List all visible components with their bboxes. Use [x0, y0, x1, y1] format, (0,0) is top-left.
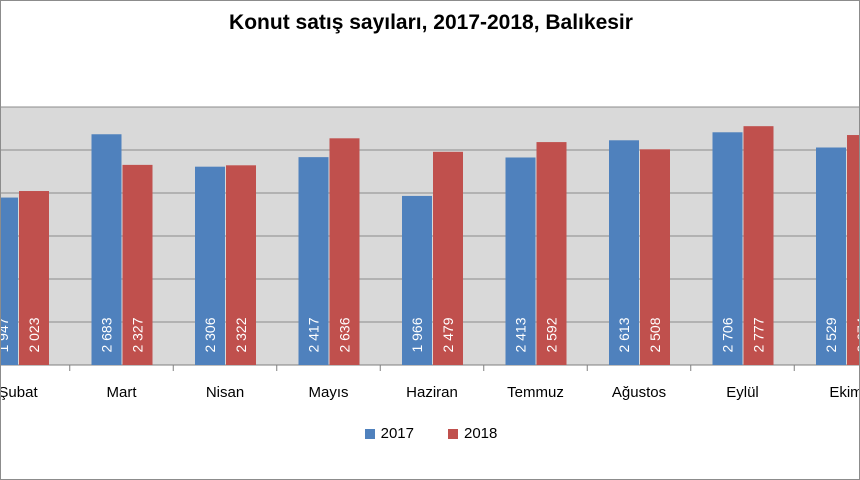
data-label-2018-2: 2 327 — [130, 317, 146, 352]
bar-2018-6 — [536, 142, 567, 365]
data-label-2018-4: 2 636 — [337, 317, 353, 352]
data-label-2017-7: 2 613 — [616, 317, 632, 352]
bar-2018-7 — [640, 149, 670, 365]
bar-2017-5 — [402, 195, 432, 365]
data-label-2017-1: 1 947 — [1, 317, 11, 352]
legend-label-2017: 2017 — [380, 425, 414, 442]
legend-item-2017: 2017 — [364, 425, 414, 442]
chart-title: Konut satış sayıları, 2017-2018, Balıkes… — [229, 11, 633, 34]
legend-swatch-2017 — [364, 428, 375, 439]
data-label-2017-9: 2 529 — [823, 317, 839, 352]
legend-label-2018: 2018 — [464, 425, 498, 442]
bar-2017-2 — [91, 134, 122, 365]
bar-2018-9 — [847, 135, 859, 365]
data-label-2017-4: 2 417 — [306, 317, 322, 352]
x-tick-label: Temmuz — [507, 384, 564, 401]
bar-2018-5 — [433, 151, 463, 365]
legend-item-2018: 2018 — [448, 425, 497, 442]
bar-2018-8 — [743, 126, 774, 365]
bar-2017-9 — [816, 147, 846, 365]
data-label-2018-7: 2 508 — [647, 317, 663, 352]
data-label-2018-3: 2 322 — [233, 317, 249, 352]
legend-swatch-2018 — [448, 428, 458, 439]
bar-2017-6 — [505, 157, 536, 365]
x-tick-label: Ekim — [829, 384, 860, 401]
x-tick-label: Nisan — [206, 384, 244, 401]
data-label-2018-6: 2 592 — [544, 317, 560, 352]
x-tick-label: Şubat — [1, 384, 38, 401]
data-label-2017-6: 2 413 — [513, 317, 529, 352]
bar-2017-3 — [195, 166, 225, 365]
bar-2017-8 — [712, 132, 743, 365]
bar-2018-2 — [122, 164, 153, 365]
data-label-2017-3: 2 306 — [202, 317, 218, 352]
x-tick-label: Haziran — [406, 384, 458, 401]
bar-2017-4 — [298, 157, 329, 365]
bar-2018-1 — [19, 191, 49, 365]
bar-2018-3 — [226, 165, 256, 365]
data-label-2018-1: 2 023 — [26, 317, 42, 352]
data-label-2018-9: 2 674 — [854, 317, 860, 352]
chart-legend: 2017 2018 — [1, 425, 859, 442]
data-label-2018-8: 2 777 — [751, 317, 767, 352]
x-tick-label: Mart — [107, 384, 138, 401]
data-label-2017-2: 2 683 — [99, 317, 115, 352]
x-tick-label: Ağustos — [612, 384, 666, 401]
bar-2018-4 — [329, 138, 360, 365]
data-label-2017-8: 2 706 — [720, 317, 736, 352]
bar-2017-1 — [1, 197, 18, 365]
data-label-2018-5: 2 479 — [440, 317, 456, 352]
x-tick-label: Eylül — [726, 384, 759, 401]
x-tick-label: Mayıs — [308, 384, 348, 401]
data-label-2017-5: 1 966 — [409, 317, 425, 352]
bar-2017-7 — [609, 140, 639, 365]
